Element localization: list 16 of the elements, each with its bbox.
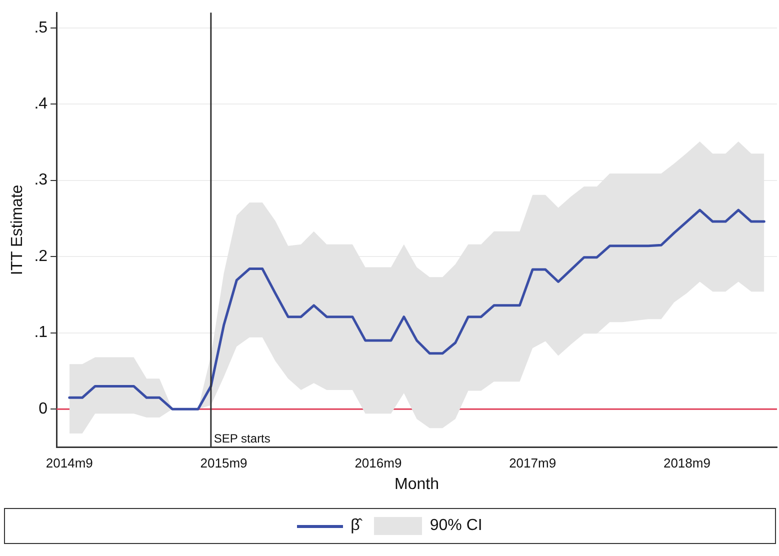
x-tick-label: 2017m9: [509, 456, 556, 471]
y-tick-label: .3: [34, 172, 48, 189]
x-axis-title: Month: [394, 476, 440, 493]
x-tick-label: 2016m9: [354, 456, 402, 471]
y-tick-label: 0: [38, 400, 48, 418]
y-tick-label: .5: [34, 19, 48, 36]
x-tick-label: 2018m9: [663, 456, 710, 471]
x-tick-label: 2015m9: [200, 456, 248, 471]
y-axis-title: ITT Estimate: [9, 184, 26, 276]
y-tick-label: .4: [34, 96, 48, 112]
y-tick-label: .2: [34, 248, 48, 265]
ref-line-label: SEP starts: [214, 432, 270, 446]
legend-label: β̂: [350, 517, 360, 535]
x-tick-label: 2014m9: [46, 456, 93, 471]
y-tick-label: .1: [34, 324, 48, 342]
text: 90% CI: [430, 517, 482, 535]
